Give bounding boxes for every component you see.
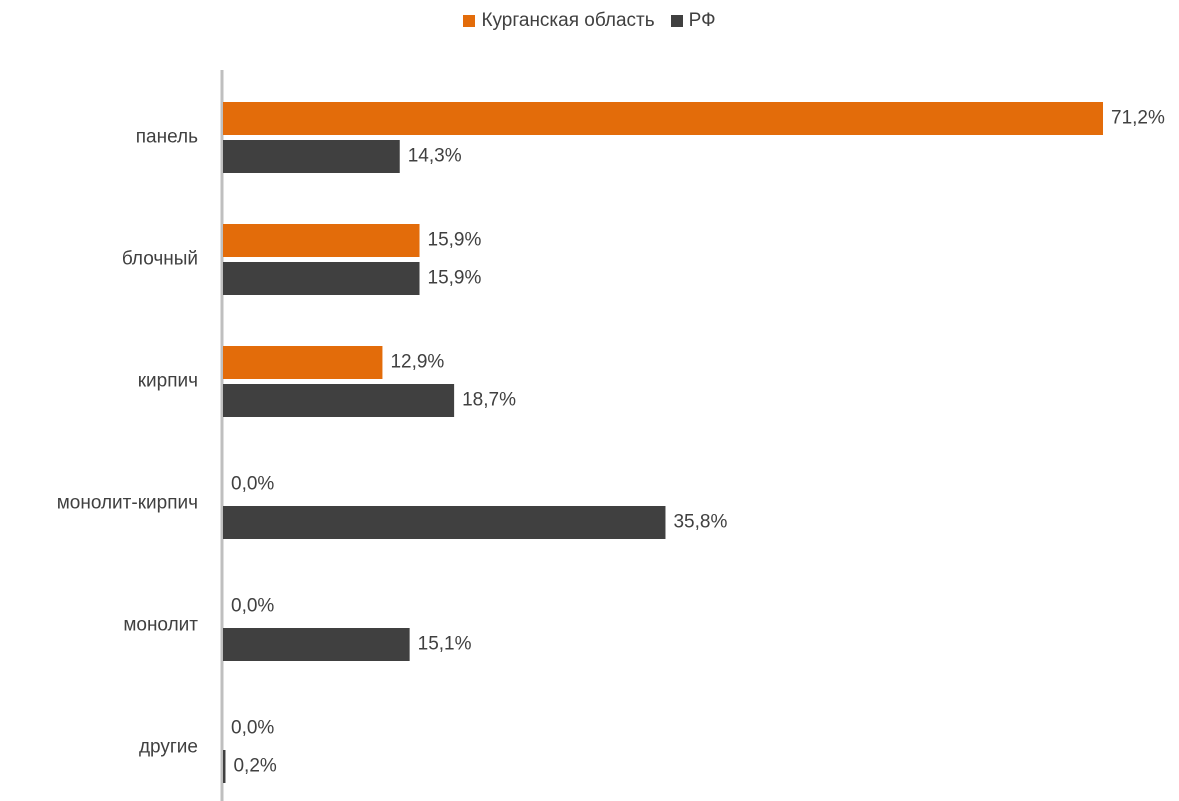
data-label-series-2: 0,2% [233,756,276,777]
data-label-series-1: 15,9% [428,230,482,251]
legend-item-series-1: Курганская область [463,10,655,32]
data-label-series-2: 14,3% [408,146,462,167]
bar-series-2 [223,750,226,783]
legend-swatch-series-1 [463,15,476,27]
data-label-series-1: 71,2% [1111,108,1165,129]
bar-series-1 [223,224,420,257]
category-label: панель [136,127,198,148]
bar-series-2 [223,628,410,661]
category-label: монолит [123,615,198,636]
data-label-series-2: 18,7% [462,390,516,411]
legend: Курганская область РФ [0,10,1179,32]
data-label-series-1: 12,9% [390,352,444,373]
legend-label-series-2: РФ [688,10,716,31]
category-label: другие [139,737,198,758]
bar-series-2 [223,506,666,539]
category-label: монолит-кирпич [57,493,198,514]
category-label: блочный [122,249,198,270]
legend-item-series-2: РФ [670,10,716,32]
legend-label-series-1: Курганская область [481,10,655,31]
data-label-series-1: 0,0% [231,474,274,495]
category-label: кирпич [138,371,198,392]
data-label-series-1: 0,0% [231,596,274,617]
data-label-series-1: 0,0% [231,718,274,739]
data-label-series-2: 15,1% [418,634,472,655]
legend-swatch-series-2 [670,15,683,27]
bar-series-1 [223,346,383,379]
bar-series-2 [223,384,455,417]
bar-series-1 [223,102,1103,135]
bar-series-2 [223,140,400,173]
bar-series-2 [223,262,420,295]
data-label-series-2: 15,9% [428,268,482,289]
data-label-series-2: 35,8% [673,512,727,533]
